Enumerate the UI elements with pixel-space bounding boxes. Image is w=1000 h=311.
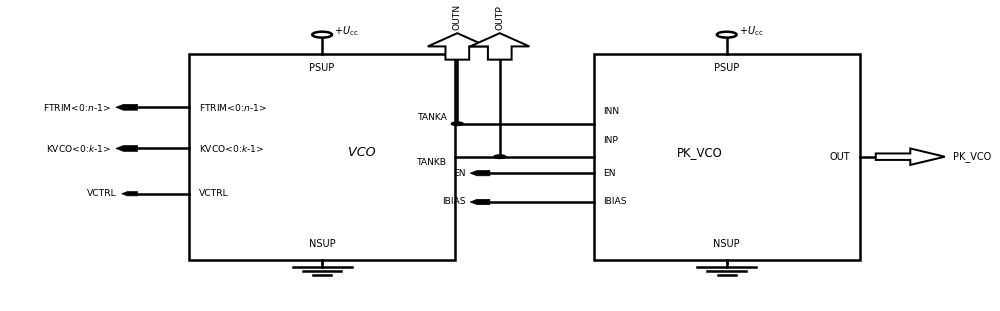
- Circle shape: [494, 155, 506, 159]
- Circle shape: [451, 122, 463, 126]
- Text: PSUP: PSUP: [714, 63, 739, 72]
- Text: FTRIM<0:$n$-1>: FTRIM<0:$n$-1>: [199, 102, 267, 113]
- Bar: [189, 54, 455, 260]
- Bar: [594, 54, 860, 260]
- Polygon shape: [428, 33, 487, 60]
- Polygon shape: [116, 146, 138, 151]
- Polygon shape: [122, 192, 138, 196]
- Text: KVCO<0:$k$-1>: KVCO<0:$k$-1>: [46, 143, 111, 154]
- Text: OUTP: OUTP: [495, 5, 504, 30]
- Text: OUT: OUT: [829, 152, 850, 162]
- Text: TANKA: TANKA: [418, 113, 447, 122]
- Polygon shape: [470, 199, 490, 205]
- Polygon shape: [876, 148, 945, 165]
- Circle shape: [717, 32, 737, 38]
- Text: $+U_{\mathregular{cc}}$: $+U_{\mathregular{cc}}$: [739, 24, 763, 38]
- Text: NSUP: NSUP: [309, 239, 335, 249]
- Text: VCO: VCO: [348, 146, 376, 159]
- Text: PK_VCO: PK_VCO: [677, 146, 723, 159]
- Text: IBIAS: IBIAS: [603, 197, 627, 207]
- Polygon shape: [470, 170, 490, 176]
- Polygon shape: [116, 104, 138, 110]
- Text: NSUP: NSUP: [713, 239, 740, 249]
- Text: EN: EN: [603, 169, 616, 178]
- Text: FTRIM<0:$n$-1>: FTRIM<0:$n$-1>: [43, 102, 111, 113]
- Text: INP: INP: [603, 136, 618, 145]
- Circle shape: [312, 32, 332, 38]
- Text: PK_VCO: PK_VCO: [953, 151, 991, 162]
- Text: VCTRL: VCTRL: [199, 189, 228, 198]
- Text: EN: EN: [453, 169, 465, 178]
- Text: VCTRL: VCTRL: [87, 189, 117, 198]
- Text: IBIAS: IBIAS: [442, 197, 465, 207]
- Polygon shape: [470, 33, 529, 60]
- Text: OUTN: OUTN: [453, 4, 462, 30]
- Text: KVCO<0:$k$-1>: KVCO<0:$k$-1>: [199, 143, 264, 154]
- Text: INN: INN: [603, 107, 620, 116]
- Text: PSUP: PSUP: [309, 63, 335, 72]
- Text: TANKB: TANKB: [417, 158, 447, 167]
- Text: $+U_{\mathregular{cc}}$: $+U_{\mathregular{cc}}$: [334, 24, 358, 38]
